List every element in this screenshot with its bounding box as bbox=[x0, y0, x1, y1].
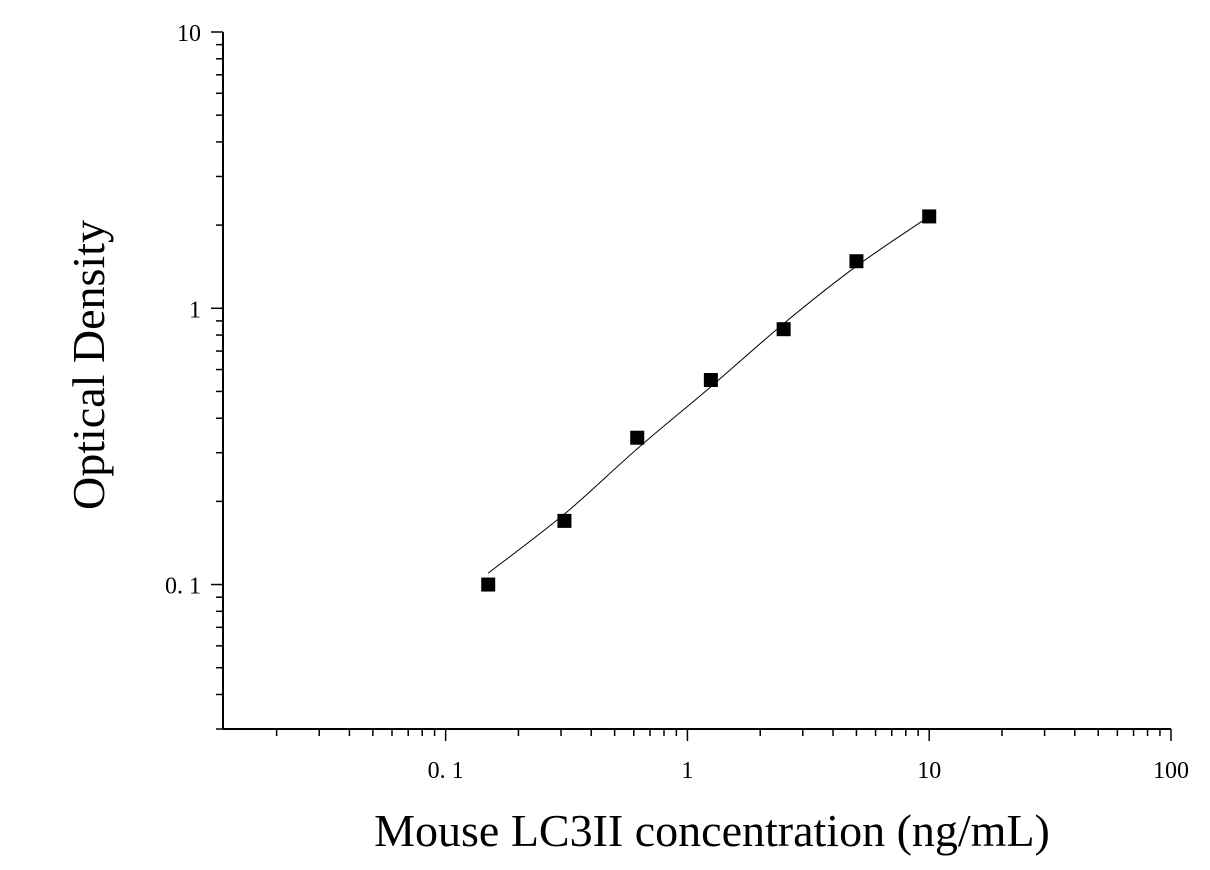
data-point bbox=[922, 209, 937, 224]
x-tick-label: 1 bbox=[681, 758, 693, 784]
data-point bbox=[481, 577, 496, 592]
fit-curve-group bbox=[487, 216, 930, 574]
data-point bbox=[630, 430, 645, 445]
data-point bbox=[849, 254, 864, 269]
ticks: 0. 1 1 10 100 0. 1 1 10 bbox=[165, 21, 1189, 784]
x-tick-label: 0. 1 bbox=[428, 758, 464, 784]
data-points bbox=[481, 209, 937, 592]
y-tick-label: 0. 1 bbox=[165, 574, 201, 600]
x-axis-title: Mouse LC3II concentration (ng/mL) bbox=[374, 805, 1050, 856]
y-tick-label: 10 bbox=[177, 21, 201, 47]
axes bbox=[222, 32, 1171, 730]
y-axis-title: Optical Density bbox=[63, 220, 114, 510]
x-tick-label: 10 bbox=[917, 758, 941, 784]
data-point bbox=[776, 322, 791, 337]
y-tick-label: 1 bbox=[189, 297, 201, 323]
fit-curve bbox=[487, 216, 930, 574]
x-tick-label: 100 bbox=[1153, 758, 1189, 784]
data-point bbox=[557, 513, 572, 528]
data-point bbox=[703, 373, 718, 388]
